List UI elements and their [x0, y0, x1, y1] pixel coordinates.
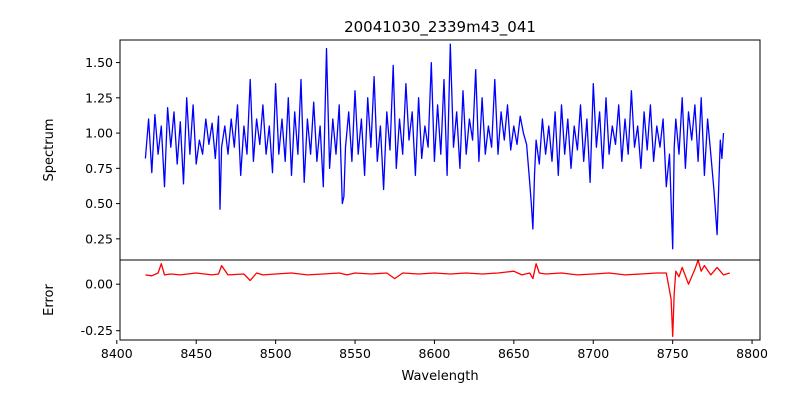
x-tick-label: 8600 [419, 346, 451, 361]
x-tick-label: 8550 [339, 346, 371, 361]
x-tick-label: 8400 [101, 346, 133, 361]
chart-title: 20041030_2339m43_041 [344, 18, 536, 37]
error-axis-label: Error [42, 284, 57, 316]
y-tick-label: 0.50 [85, 196, 113, 211]
y-tick-label: 1.00 [85, 126, 113, 141]
y-tick-label: 0.00 [85, 277, 113, 292]
y-tick-label: 0.25 [85, 231, 113, 246]
spectrum-axis-label: Spectrum [42, 119, 57, 182]
x-tick-label: 8500 [260, 346, 292, 361]
y-tick-label: 1.25 [85, 90, 113, 105]
y-tick-label: -0.25 [81, 323, 113, 338]
error-panel: Error -0.25 0.00 8400 8450 8500 8550 8600 8650 8… [42, 259, 768, 361]
spectrum-series-line [144, 43, 725, 250]
x-tick-label: 8450 [180, 346, 212, 361]
error-series-line [145, 259, 730, 337]
x-tick-label: 8700 [577, 346, 609, 361]
x-tick-label: 8650 [498, 346, 530, 361]
x-axis-label: Wavelength [401, 369, 478, 384]
x-tick-label: 8750 [657, 346, 689, 361]
y-tick-label: 0.75 [85, 161, 113, 176]
plot-frame [119, 259, 761, 341]
y-tick-label: 1.50 [85, 55, 113, 70]
spectrum-panel: Spectrum 0.25 0.50 0.75 1.00 1.25 1.50 [42, 39, 761, 261]
x-tick-label: 8800 [736, 346, 768, 361]
